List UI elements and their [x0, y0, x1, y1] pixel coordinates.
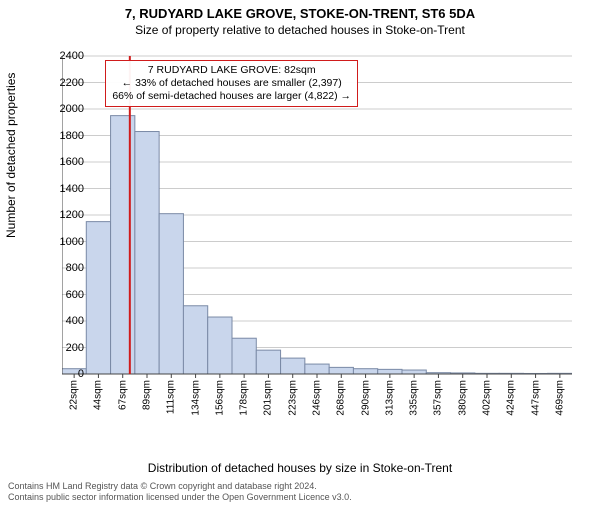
x-tick-label: 469sqm — [554, 380, 565, 416]
annotation-box: 7 RUDYARD LAKE GROVE: 82sqm ← 33% of det… — [105, 60, 358, 107]
y-tick-label: 0 — [52, 368, 84, 380]
x-tick-label: 111sqm — [166, 380, 177, 414]
annotation-line-3: 66% of semi-detached houses are larger (… — [112, 90, 351, 103]
histogram-svg — [62, 54, 572, 422]
x-tick-label: 246sqm — [312, 380, 323, 416]
y-tick-label: 2000 — [52, 103, 84, 115]
plot-area: 7 RUDYARD LAKE GROVE: 82sqm ← 33% of det… — [62, 54, 572, 422]
x-tick-label: 223sqm — [287, 380, 298, 416]
y-axis-label: Number of detached properties — [4, 73, 18, 238]
x-tick-label: 156sqm — [214, 380, 225, 416]
x-tick-label: 268sqm — [336, 380, 347, 416]
x-axis-label: Distribution of detached houses by size … — [0, 461, 600, 475]
copyright-line-2: Contains public sector information licen… — [8, 492, 352, 502]
x-tick-label: 290sqm — [360, 380, 371, 416]
copyright-block: Contains HM Land Registry data © Crown c… — [8, 481, 352, 502]
x-tick-label: 380sqm — [457, 380, 468, 416]
chart-container: 7, RUDYARD LAKE GROVE, STOKE-ON-TRENT, S… — [0, 6, 600, 506]
y-tick-label: 800 — [52, 262, 84, 274]
y-tick-label: 600 — [52, 289, 84, 301]
x-tick-label: 67sqm — [117, 380, 128, 410]
y-tick-label: 1200 — [52, 209, 84, 221]
y-tick-label: 400 — [52, 315, 84, 327]
y-tick-label: 2400 — [52, 50, 84, 62]
y-tick-label: 200 — [52, 342, 84, 354]
x-tick-label: 89sqm — [142, 380, 153, 410]
x-tick-label: 44sqm — [93, 380, 104, 410]
x-tick-label: 357sqm — [433, 380, 444, 416]
y-tick-label: 1000 — [52, 236, 84, 248]
x-tick-label: 313sqm — [384, 380, 395, 416]
x-tick-label: 335sqm — [409, 380, 420, 416]
y-tick-label: 2200 — [52, 77, 84, 89]
x-tick-label: 22sqm — [69, 380, 80, 410]
y-tick-label: 1400 — [52, 183, 84, 195]
annotation-line-1: 7 RUDYARD LAKE GROVE: 82sqm — [112, 64, 351, 77]
y-tick-label: 1800 — [52, 130, 84, 142]
x-tick-label: 447sqm — [530, 380, 541, 416]
x-tick-label: 402sqm — [482, 380, 493, 416]
chart-subtitle: Size of property relative to detached ho… — [0, 23, 600, 37]
x-tick-label: 424sqm — [506, 380, 517, 416]
chart-title: 7, RUDYARD LAKE GROVE, STOKE-ON-TRENT, S… — [0, 6, 600, 21]
x-tick-label: 201sqm — [263, 380, 274, 416]
x-tick-label: 134sqm — [190, 380, 201, 416]
copyright-line-1: Contains HM Land Registry data © Crown c… — [8, 481, 352, 491]
annotation-line-2: ← 33% of detached houses are smaller (2,… — [112, 77, 351, 90]
y-tick-label: 1600 — [52, 156, 84, 168]
x-tick-label: 178sqm — [239, 380, 250, 416]
